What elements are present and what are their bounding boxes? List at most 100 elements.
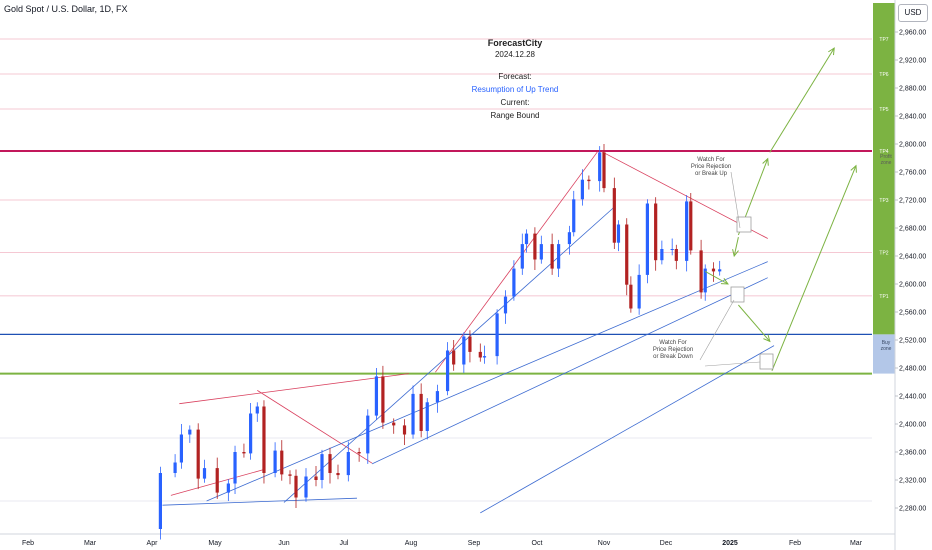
- candle-body: [572, 199, 576, 233]
- y-tick-label: 2,920.00: [899, 58, 926, 65]
- candle-body: [468, 336, 472, 352]
- candle-body: [524, 233, 529, 245]
- candle-body: [249, 413, 253, 454]
- y-tick-label: 2,360.00: [899, 450, 926, 457]
- y-tick-label: 2,960.00: [899, 30, 926, 37]
- y-tick-label: 2,840.00: [899, 114, 926, 121]
- candle-body: [419, 393, 423, 431]
- candle-body: [703, 268, 707, 293]
- candle-body: [288, 474, 292, 476]
- callout-line-upper: [730, 171, 741, 229]
- arrow-path-6-head: [828, 47, 835, 56]
- candle-body: [629, 284, 633, 309]
- candle-body: [637, 274, 641, 309]
- callout-line-lower: [704, 361, 761, 367]
- y-tick-label: 2,760.00: [899, 170, 926, 177]
- candle-body: [402, 425, 407, 435]
- y-tick-label: 2,400.00: [899, 422, 926, 429]
- current-label: Current:: [500, 98, 530, 107]
- candle-body: [670, 249, 674, 250]
- arrow-path-2-head: [732, 249, 739, 258]
- candle-body: [280, 450, 284, 475]
- note-break-up: Watch For Price Rejection or Break Up: [690, 157, 732, 177]
- callout-line-middle: [699, 299, 735, 361]
- candle-body: [320, 454, 324, 480]
- x-tick-label: Mar: [850, 540, 863, 547]
- candle-body: [533, 233, 537, 260]
- candle-body: [445, 350, 450, 392]
- x-tick-label: Apr: [147, 540, 159, 547]
- candle-body: [173, 462, 177, 473]
- x-tick-label: Nov: [598, 540, 611, 547]
- price-axis-bg: [895, 0, 932, 550]
- profit-zone-label: Profit zone: [880, 154, 892, 166]
- candle-body: [602, 152, 606, 189]
- candle-body: [503, 296, 508, 314]
- watch-box-middle: [730, 286, 745, 303]
- y-tick-label: 2,440.00: [899, 394, 926, 401]
- candle-body: [587, 179, 591, 182]
- candle-body: [242, 452, 246, 454]
- x-tick-label: Jun: [278, 540, 289, 547]
- currency-button[interactable]: USD: [898, 4, 928, 22]
- forecast-annotation: ForecastCity 2024.12.28 Forecast: Resump…: [440, 38, 590, 121]
- candle-body: [425, 402, 429, 431]
- arrow-path-4-head: [763, 334, 771, 343]
- candle-body: [462, 336, 466, 365]
- x-tick-label: Feb: [22, 540, 34, 547]
- profit-zone-bar: [873, 3, 895, 335]
- arrow-path-4: [738, 304, 771, 342]
- y-tick-label: 2,320.00: [899, 478, 926, 485]
- candle-body: [512, 268, 516, 297]
- candle-body: [304, 476, 308, 498]
- candle-body: [202, 468, 207, 479]
- y-tick-label: 2,800.00: [899, 142, 926, 149]
- candle-body: [482, 356, 487, 358]
- candle-body: [411, 393, 415, 435]
- y-tick-label: 2,520.00: [899, 338, 926, 345]
- candle-body: [550, 244, 554, 269]
- y-tick-label: 2,680.00: [899, 226, 926, 233]
- candle-body: [294, 475, 298, 498]
- trendline-blue-long: [480, 345, 775, 514]
- trendline-red-top-left: [179, 373, 409, 405]
- candle-body: [392, 422, 396, 426]
- tp-label-tp1: TP1: [879, 294, 888, 300]
- x-tick-label: 2025: [722, 540, 738, 547]
- y-tick-label: 2,600.00: [899, 282, 926, 289]
- brand-name: ForecastCity: [487, 38, 543, 48]
- candle-body: [495, 313, 499, 357]
- x-tick-label: Sep: [468, 540, 481, 547]
- candle-body: [598, 152, 602, 182]
- trendline-blue-support: [371, 277, 768, 465]
- candle-body: [612, 188, 616, 243]
- candle-body: [215, 468, 219, 493]
- x-tick-label: Mar: [84, 540, 97, 547]
- trendline-blue-base: [162, 497, 357, 506]
- candle-body: [567, 232, 572, 245]
- candle-body: [262, 406, 266, 473]
- buy-zone-bar: [873, 334, 895, 374]
- candle-body: [674, 249, 678, 261]
- candle-body: [625, 224, 629, 285]
- candle-body: [478, 351, 482, 358]
- candle-body: [580, 179, 584, 200]
- candle-body: [654, 203, 658, 261]
- trendline-blue-mid: [206, 261, 768, 502]
- x-tick-label: Feb: [789, 540, 801, 547]
- watch-box-lower: [759, 353, 774, 370]
- candle-body: [435, 391, 440, 403]
- trendline-red-descending: [257, 390, 373, 464]
- y-tick-label: 2,280.00: [899, 506, 926, 513]
- candle-body: [374, 376, 379, 416]
- candle-body: [179, 434, 183, 463]
- arrow-path-3-head: [762, 157, 769, 166]
- tp-label-tp6: TP6: [879, 72, 888, 78]
- candle-body: [357, 452, 361, 454]
- candle-body: [689, 201, 693, 251]
- candle-body: [366, 415, 370, 454]
- arrow-path-2: [733, 236, 739, 257]
